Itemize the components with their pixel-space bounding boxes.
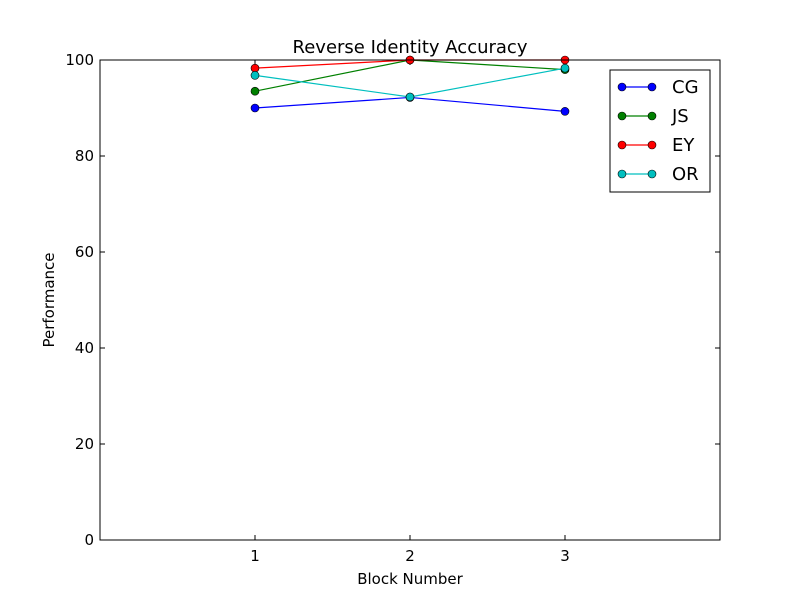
legend-marker-cg (617, 82, 627, 92)
legend: CG JS EY OR (609, 69, 711, 193)
x-tick-label: 2 (405, 547, 415, 565)
legend-item-cg: CG (617, 77, 699, 98)
legend-label-js: JS (671, 106, 689, 127)
data-point-ey (250, 63, 260, 73)
chart-title: Reverse Identity Accuracy (293, 37, 528, 58)
data-point-cg (560, 107, 570, 116)
legend-marker-ey (647, 140, 657, 150)
data-point-js (250, 86, 260, 96)
legend-marker-js (647, 111, 657, 121)
x-tick-label: 3 (560, 547, 570, 565)
y-tick-label: 100 (65, 51, 94, 69)
data-point-or (560, 63, 570, 73)
legend-frame (609, 69, 711, 193)
legend-marker-or (617, 169, 627, 179)
ticks-layer: 0 20 40 60 80 100 1 2 3 (65, 51, 720, 565)
legend-marker-or (647, 169, 657, 179)
plot-frame (99, 59, 721, 541)
data-point-or (250, 71, 260, 80)
x-tick-label: 1 (250, 547, 260, 565)
y-tick-label: 60 (75, 243, 94, 261)
legend-marker-ey (617, 140, 627, 150)
x-axis-label: Block Number (357, 570, 463, 588)
y-tick-label: 0 (84, 531, 94, 549)
series-or (250, 63, 570, 102)
legend-label-or: OR (672, 164, 699, 185)
y-tick-label: 40 (75, 339, 94, 357)
legend-label-ey: EY (672, 135, 695, 156)
y-tick-label: 80 (75, 147, 94, 165)
legend-item-ey: EY (617, 135, 695, 156)
legend-item-or: OR (617, 164, 699, 185)
legend-marker-cg (647, 82, 657, 92)
y-tick-label: 20 (75, 435, 94, 453)
data-point-cg (250, 103, 260, 113)
legend-item-js: JS (617, 106, 689, 127)
data-point-or (405, 92, 415, 102)
legend-marker-js (617, 111, 627, 121)
y-axis-label: Performance (40, 252, 58, 347)
legend-label-cg: CG (672, 77, 699, 98)
